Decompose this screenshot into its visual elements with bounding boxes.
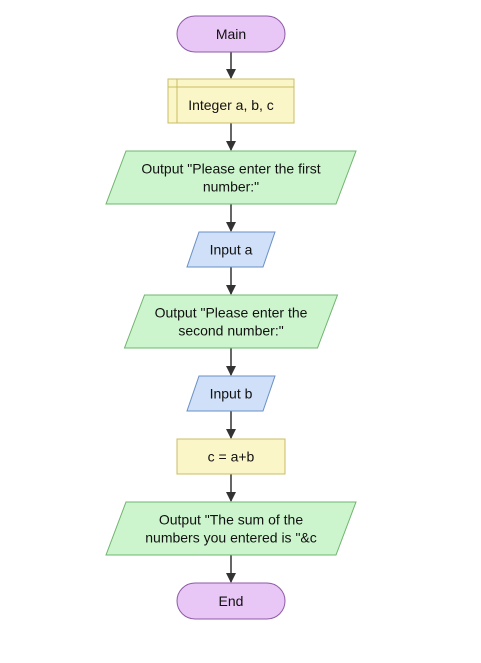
assign-process-node: c = a+b: [176, 438, 286, 475]
assign-label-line-1: c = a+b: [208, 449, 255, 465]
output2-label-line-1: Output "Please enter the: [155, 305, 308, 321]
output1-output-node: Output "Please enter the first number:": [105, 150, 357, 205]
input_b-label-line-1: Input b: [210, 386, 253, 402]
nodes-layer: Main Integer a, b, c Output "Please enter …: [105, 15, 357, 620]
input_b-input-node: Input b: [186, 375, 276, 412]
output1-label-line-1: Output "Please enter the first: [141, 161, 320, 177]
input_a-label-line-1: Input a: [210, 242, 253, 258]
output3-label-line-2: numbers you entered is "&c: [145, 530, 317, 546]
end-terminal-node: End: [176, 582, 286, 620]
output2-output-node: Output "Please enter the second number:": [123, 294, 339, 349]
declare-shape: [167, 78, 295, 124]
output3-output-node: Output "The sum of the numbers you entere…: [105, 501, 357, 556]
input_a-shape: [186, 231, 276, 268]
output1-label-line-2: number:": [203, 179, 259, 195]
end-shape: [176, 582, 286, 620]
main-terminal-node: Main: [176, 15, 286, 53]
main-shape: [176, 15, 286, 53]
output2-label-line-2: second number:": [178, 323, 283, 339]
output3-shape: [105, 501, 357, 556]
input_b-shape: [186, 375, 276, 412]
declare-declare-node: Integer a, b, c: [167, 78, 295, 124]
main-label-line-1: Main: [216, 26, 246, 42]
end-label-line-1: End: [219, 593, 244, 609]
output2-shape: [123, 294, 339, 349]
input_a-input-node: Input a: [186, 231, 276, 268]
declare-label-line-1: Integer a, b, c: [188, 97, 274, 113]
output1-shape: [105, 150, 357, 205]
output3-label-line-1: Output "The sum of the: [159, 512, 303, 528]
assign-shape: [176, 438, 286, 475]
